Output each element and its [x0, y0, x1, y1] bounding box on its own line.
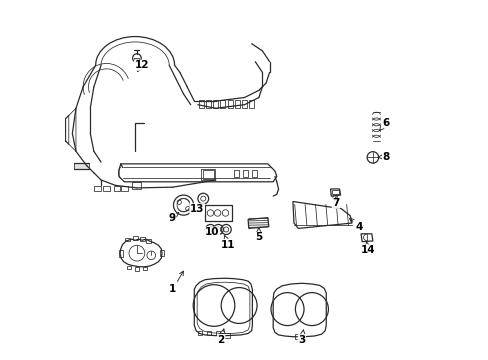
Bar — [121, 186, 127, 192]
Bar — [249, 100, 254, 108]
Text: 6: 6 — [379, 118, 389, 130]
Bar — [198, 331, 202, 335]
Bar — [204, 205, 231, 221]
Bar — [206, 100, 211, 108]
Bar — [215, 331, 220, 335]
Text: 5: 5 — [255, 228, 262, 242]
Bar — [206, 331, 211, 335]
Bar — [132, 236, 137, 240]
Text: 9: 9 — [168, 213, 179, 222]
Bar — [251, 170, 257, 177]
Bar — [140, 237, 144, 241]
Bar — [213, 100, 218, 108]
Bar — [114, 186, 120, 192]
Bar — [242, 100, 246, 108]
Bar — [119, 250, 122, 257]
Bar — [234, 100, 239, 108]
Bar — [103, 186, 109, 192]
Bar — [199, 100, 203, 108]
Bar — [145, 239, 151, 243]
Bar — [242, 170, 247, 177]
Text: 4: 4 — [349, 218, 362, 231]
Text: 11: 11 — [221, 235, 235, 249]
Text: 1: 1 — [169, 271, 183, 294]
Text: 13: 13 — [189, 204, 204, 214]
Bar — [332, 190, 338, 194]
Text: 8: 8 — [377, 152, 389, 162]
Bar — [126, 266, 131, 269]
Text: 2: 2 — [217, 329, 224, 345]
Bar — [294, 334, 305, 338]
Bar — [142, 267, 147, 270]
Text: 14: 14 — [360, 242, 375, 255]
Bar — [220, 100, 225, 108]
Bar — [125, 238, 130, 241]
Bar — [135, 267, 139, 271]
Bar — [131, 182, 140, 189]
Bar — [219, 333, 230, 338]
Bar — [202, 170, 214, 179]
Bar — [227, 100, 232, 108]
Text: 3: 3 — [298, 330, 305, 345]
Bar — [233, 170, 239, 177]
Text: 7: 7 — [331, 197, 339, 208]
Bar — [160, 249, 163, 256]
Bar — [74, 163, 88, 169]
Text: 10: 10 — [204, 226, 219, 237]
Bar — [201, 169, 215, 180]
Text: 12: 12 — [134, 60, 148, 72]
Bar — [94, 186, 101, 192]
Bar — [134, 58, 139, 62]
